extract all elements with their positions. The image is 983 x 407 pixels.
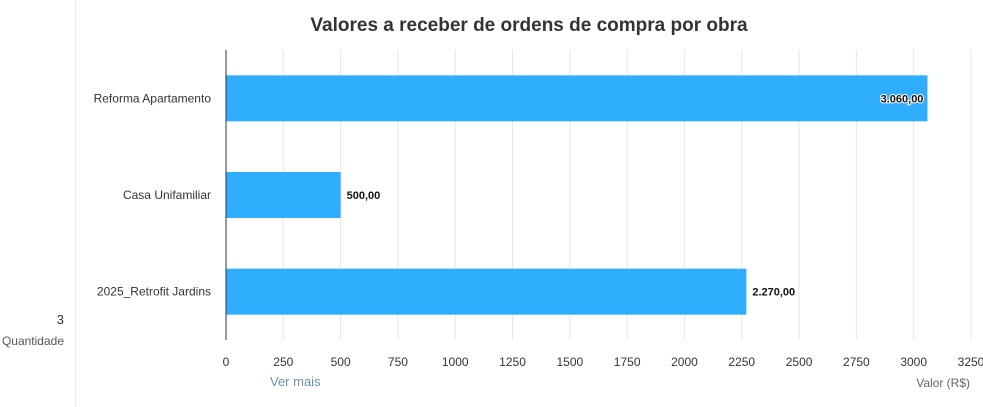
see-more-link[interactable]: Ver mais — [270, 374, 321, 389]
count-label: Quantidade — [1, 334, 64, 348]
x-tick-label: 3250 — [958, 355, 983, 369]
x-tick-label: 2750 — [843, 355, 870, 369]
x-tick-label: 2000 — [671, 355, 698, 369]
x-axis-title: Valor (R$) — [916, 376, 970, 390]
category-label: 2025_Retrofit Jardins — [97, 285, 211, 299]
chart-title: Valores a receber de ordens de compra po… — [310, 15, 748, 36]
x-tick-label: 1500 — [556, 355, 583, 369]
x-tick-label: 1000 — [442, 355, 469, 369]
category-label: Reforma Apartamento — [94, 91, 212, 105]
side-divider — [75, 0, 76, 407]
x-tick-label: 2250 — [728, 355, 755, 369]
x-tick-label: 0 — [223, 355, 230, 369]
data-label: 3.060,00 — [881, 93, 924, 105]
x-tick-label: 500 — [331, 355, 351, 369]
x-tick-label: 750 — [388, 355, 408, 369]
axes: 0 250 500 750 1000 1250 1500 1750 2000 2250 2500 27… — [94, 50, 983, 369]
bars: 3.060,00 500,00 2.270,00 — [226, 75, 928, 315]
bar[interactable] — [226, 268, 747, 315]
x-tick-label: 3000 — [900, 355, 927, 369]
data-label: 2.270,00 — [752, 287, 795, 299]
x-tick-label: 250 — [273, 355, 293, 369]
x-tick-label: 2500 — [786, 355, 813, 369]
x-tick-label: 1750 — [614, 355, 641, 369]
bar[interactable] — [226, 172, 341, 218]
data-label: 500,00 — [347, 190, 381, 202]
category-label: Casa Unifamiliar — [123, 188, 211, 202]
x-tick-label: 1250 — [499, 355, 526, 369]
bar[interactable] — [226, 75, 928, 122]
count-value: 3 — [56, 312, 64, 327]
